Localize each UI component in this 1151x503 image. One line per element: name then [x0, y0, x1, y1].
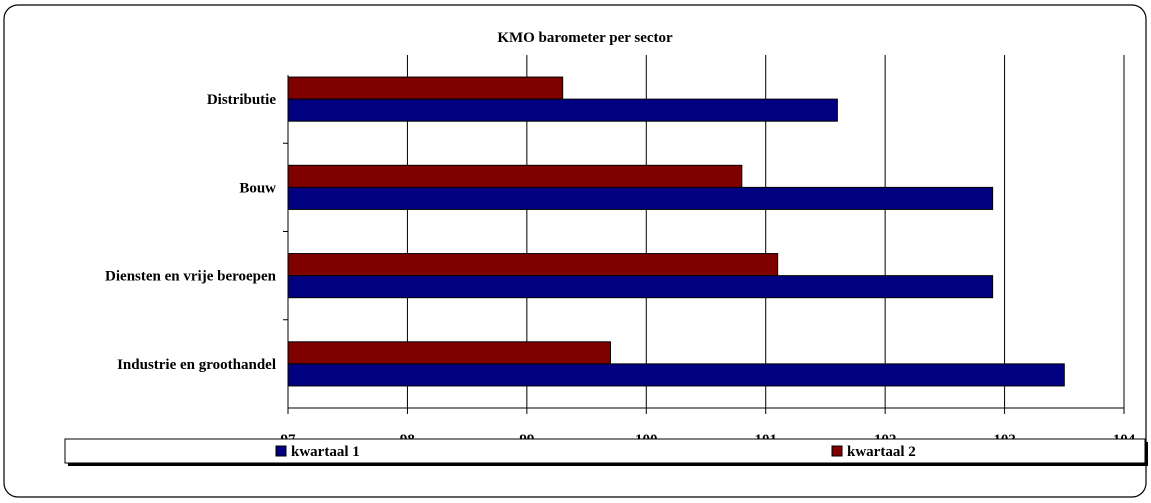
bar-kwartaal-2	[287, 76, 564, 100]
bar-kwartaal-1	[287, 275, 994, 299]
chart-title: KMO barometer per sector	[497, 30, 673, 46]
bar-kwartaal-1	[287, 98, 838, 122]
category-label: Bouw	[239, 180, 276, 196]
bar-kwartaal-2	[287, 164, 743, 188]
category-label: Diensten en vrije beroepen	[105, 269, 277, 285]
bar-kwartaal-2	[287, 341, 611, 365]
title-background	[455, 24, 715, 48]
legend-swatch-kwartaal-2	[831, 445, 843, 457]
chart-frame	[3, 4, 1147, 498]
bars	[287, 76, 1065, 387]
category-label: Industrie en groothandel	[117, 357, 276, 373]
legend-label-kwartaal-2: kwartaal 2	[847, 444, 916, 460]
bar-kwartaal-1	[287, 186, 994, 210]
bar-kwartaal-2	[287, 253, 779, 277]
legend-label-kwartaal-1: kwartaal 1	[291, 444, 360, 460]
legend-swatch-kwartaal-1	[275, 445, 287, 457]
bar-kwartaal-1	[287, 363, 1065, 387]
legend: kwartaal 1 kwartaal 2	[64, 438, 1148, 466]
category-label: Distributie	[207, 92, 277, 108]
legend-box	[64, 438, 1146, 464]
